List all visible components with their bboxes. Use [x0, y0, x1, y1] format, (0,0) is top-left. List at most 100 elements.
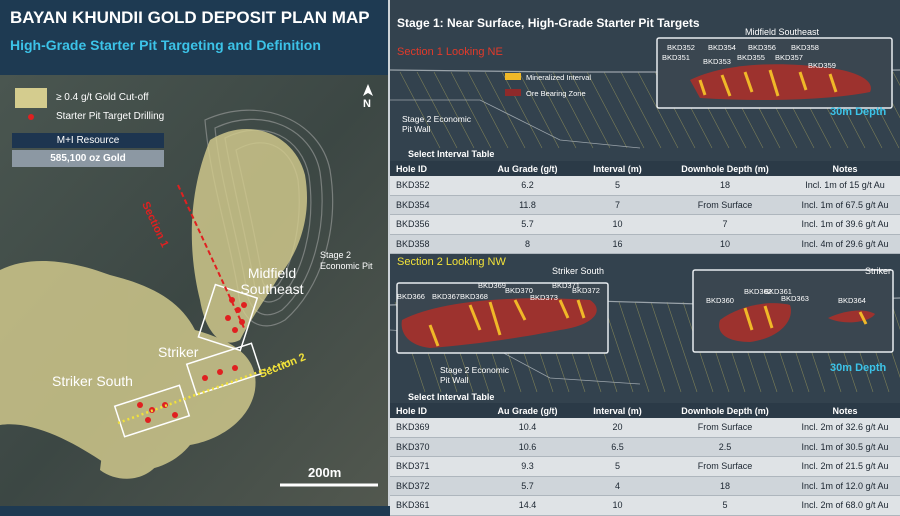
legend-label: ≥ 0.4 g/t Gold Cut-off: [56, 92, 149, 103]
drill-collars: [137, 297, 247, 423]
hole-label: BKD354: [708, 43, 736, 52]
area-label: Striker South: [52, 373, 133, 389]
north-label: N: [363, 98, 371, 110]
resource-label-box: [12, 133, 164, 148]
ore-zone: [719, 303, 791, 342]
mineralized-intervals: [698, 69, 838, 97]
hole-label: BKD366: [397, 292, 425, 301]
table-cell: 14.4: [518, 500, 537, 511]
table-cell: From Surface: [697, 461, 753, 472]
table-cell: 10: [719, 238, 730, 249]
pit-wall-label: Stage 2 Economic Pit Wall: [402, 114, 471, 134]
ore-zone: [690, 64, 871, 100]
table-row: BKD356 5.7 10 7 Incl. 1m of 39.6 g/t Au: [390, 215, 900, 235]
hole-label: BKD358: [791, 43, 819, 52]
area-label: Striker South: [552, 266, 605, 276]
section-1-line: [177, 184, 246, 331]
sections-title: Stage 1: Near Surface, High-Grade Starte…: [397, 16, 700, 30]
hole-label: BKD359: [808, 61, 836, 70]
table-cell: BKD372: [396, 480, 430, 491]
table-row: BKD352 6.2 5 18 Incl. 1m of 15 g/t Au: [390, 176, 900, 196]
table-cell: BKD352: [396, 180, 430, 191]
interval-table: Hole ID Au Grade (g/t) Interval (m) Downhol…: [390, 403, 900, 516]
legend-label: Starter Pit Target Drilling: [56, 111, 165, 122]
legend-label: Ore Bearing Zone: [526, 89, 586, 98]
hole-label: BKD371: [552, 281, 580, 290]
legend-ore-swatch: [505, 89, 521, 96]
depth-label: 30m Depth: [830, 106, 887, 118]
legend-zone-swatch: [15, 88, 47, 108]
table-cell: 18: [719, 180, 730, 191]
table-cell: Incl. 1m of 30.5 g/t Au: [801, 441, 889, 452]
table-cell: 7: [614, 199, 620, 210]
header-cell: Au Grade (g/t): [497, 163, 558, 174]
table-cell: 10.4: [518, 422, 537, 433]
north-arrow: [363, 84, 373, 96]
header-cell: Hole ID: [396, 405, 428, 416]
hole-label: BKD369: [478, 281, 506, 290]
legend-interval-swatch: [505, 73, 521, 80]
cutoff-zone: [0, 128, 308, 479]
table-cell: Incl. 1m of 12.0 g/t Au: [801, 480, 889, 491]
legend-label: Mineralized Interval: [526, 73, 592, 82]
table-cell: From Surface: [697, 422, 753, 433]
header-cell: Downhole Depth (m): [681, 163, 769, 174]
section-1-pit-wall: [390, 99, 641, 149]
table-cell: BKD361: [396, 500, 430, 511]
header-cell: Interval (m): [593, 405, 642, 416]
table-cell: 5.7: [521, 219, 534, 230]
header-cell: Notes: [832, 163, 858, 174]
table-cell: Incl. 1m of 39.6 g/t Au: [801, 219, 889, 230]
table-cell: BKD369: [396, 422, 430, 433]
hole-label: BKD357: [775, 53, 803, 62]
area-label: Striker: [865, 266, 892, 276]
table-cell: Incl. 2m of 32.6 g/t Au: [801, 422, 889, 433]
table-cell: BKD356: [396, 219, 430, 230]
table-cell: 7: [722, 219, 728, 230]
table-row: BKD372 5.7 4 18 Incl. 1m of 12.0 g/t Au: [390, 476, 900, 496]
table-cell: Incl. 2m of 21.5 g/t Au: [801, 461, 889, 472]
table-cell: BKD370: [396, 441, 430, 452]
table-row: BKD371 9.3 5 From Surface Incl. 2m of 21.5 g…: [390, 457, 900, 477]
section-title: Section 2 Looking NW: [397, 256, 506, 268]
hole-label: BKD370: [505, 286, 533, 295]
table-cell: BKD354: [396, 199, 430, 210]
table-cell: Incl. 2m of 68.0 g/t Au: [801, 500, 889, 511]
hole-label: BKD352: [667, 43, 695, 52]
table-cell: 4: [614, 480, 620, 491]
table-cell: 11.8: [519, 199, 536, 210]
table-cell: 8: [524, 238, 530, 249]
table-cell: 6.2: [521, 180, 534, 191]
table-cell: 10.6: [518, 441, 537, 452]
table-cell: 9.3: [521, 461, 534, 472]
table-cell: 6.5: [611, 441, 624, 452]
interval-table: Hole ID Au Grade (g/t) Interval (m) Downhol…: [390, 161, 900, 254]
ore-zone: [401, 298, 597, 348]
table-cell: 2.5: [718, 441, 732, 452]
hole-label: BKD364: [838, 296, 866, 305]
table-cell: 5: [614, 461, 620, 472]
table-title: Select Interval Table: [408, 149, 495, 159]
resource-value: 585,100 oz Gold: [50, 153, 126, 164]
header-cell: Hole ID: [396, 163, 428, 174]
area-label: Midfield Southeast: [240, 265, 304, 297]
scale-label: 200m: [308, 465, 342, 480]
header-cell: Au Grade (g/t): [497, 405, 558, 416]
target-boxes: [113, 283, 263, 438]
header-cell: Interval (m): [593, 163, 642, 174]
table-row: BKD354 11.8 7 From Surface Incl. 1m of 67.5 …: [390, 195, 900, 215]
area-label: Striker: [158, 344, 199, 360]
table-cell: Incl. 4m of 29.6 g/t Au: [801, 238, 889, 249]
hole-label: BKD360: [706, 296, 734, 305]
table-title: Select Interval Table: [408, 392, 495, 402]
table-cell: From Surface: [697, 199, 753, 210]
hole-label: BKD361: [764, 287, 792, 296]
table-cell: Incl. 1m of 67.5 g/t Au: [801, 199, 889, 210]
table-cell: 16: [612, 238, 623, 249]
depth-label: 30m Depth: [830, 362, 887, 374]
hole-label: BKD373: [530, 293, 558, 302]
section-title: Section 1 Looking NE: [397, 46, 503, 58]
table-row: BKD369 10.4 20 From Surface Incl. 2m of 32.6…: [390, 418, 900, 438]
map-title: BAYAN KHUNDII GOLD DEPOSIT PLAN MAP: [10, 8, 370, 27]
